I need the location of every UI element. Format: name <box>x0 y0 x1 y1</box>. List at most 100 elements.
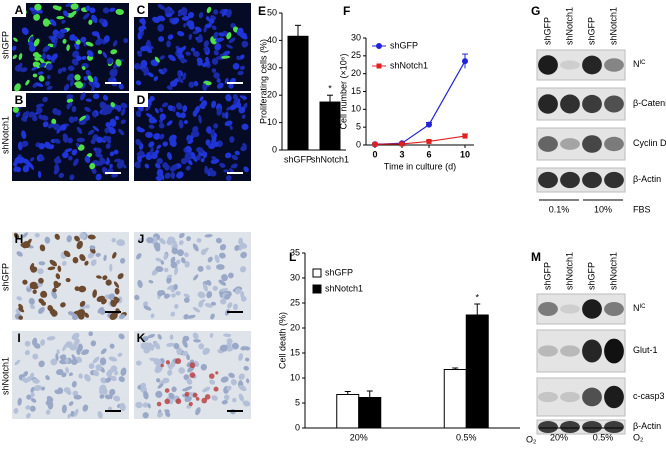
nucleus <box>190 47 195 52</box>
stain-dot <box>213 386 219 392</box>
y-tick-label: 0 <box>272 144 277 154</box>
micrograph: C <box>133 3 251 92</box>
nucleus <box>13 232 20 240</box>
nucleus <box>214 43 222 51</box>
y-tick-label: 20 <box>290 322 300 332</box>
stain-dot <box>201 397 208 404</box>
stain-dot <box>164 388 170 393</box>
nucleus <box>170 171 175 180</box>
nucleus <box>105 279 112 286</box>
micrograph: J <box>134 232 251 320</box>
nucleus <box>28 111 34 118</box>
bar <box>287 35 309 151</box>
nucleus <box>174 266 179 276</box>
nucleus <box>235 288 241 295</box>
nucleus <box>114 371 119 376</box>
nucleus <box>42 121 49 128</box>
nucleus <box>67 155 73 161</box>
nucleus <box>40 115 49 121</box>
band-label: NIC <box>633 59 646 69</box>
nucleus <box>149 147 154 156</box>
nucleus <box>138 238 144 242</box>
stain-dot <box>160 363 164 368</box>
nucleus <box>105 105 113 112</box>
nucleus <box>104 127 109 134</box>
nucleus <box>84 155 91 164</box>
band-label: Cyclin D1 <box>633 138 666 148</box>
nucleus <box>71 332 80 340</box>
nucleus <box>21 376 28 383</box>
micrograph: I <box>12 331 129 419</box>
nucleus <box>85 69 91 76</box>
nucleus <box>81 349 90 356</box>
nucleus <box>107 126 116 135</box>
nucleus <box>30 386 35 393</box>
nucleus <box>78 373 83 379</box>
band <box>582 421 602 433</box>
nucleus <box>213 9 219 15</box>
nucleus <box>70 412 75 417</box>
panel-label: E <box>258 4 266 18</box>
nucleus <box>53 29 58 34</box>
nucleus <box>184 396 192 403</box>
nucleus <box>54 138 61 144</box>
nucleus <box>243 166 249 173</box>
nucleus <box>41 52 46 61</box>
nucleus <box>85 98 92 102</box>
nucleus <box>193 80 199 87</box>
nucleus <box>167 236 176 244</box>
panel-label: H <box>15 232 24 246</box>
nucleus <box>184 261 190 268</box>
nucleus <box>110 375 117 382</box>
nucleus <box>226 106 231 111</box>
nucleus <box>52 288 57 293</box>
nucleus <box>66 44 70 52</box>
nucleus <box>155 176 162 182</box>
nucleus <box>224 152 232 159</box>
nucleus <box>204 303 213 308</box>
nucleus <box>176 31 185 37</box>
nucleus <box>159 172 165 181</box>
y-tick-label: 40 <box>267 35 277 45</box>
nucleus <box>109 312 118 321</box>
stain-dot <box>215 371 219 375</box>
label-bg <box>134 3 148 17</box>
nucleus <box>32 61 42 69</box>
bar <box>465 314 489 429</box>
nucleus <box>198 114 202 124</box>
nucleus <box>180 112 186 119</box>
nucleus <box>154 149 159 155</box>
nucleus <box>60 302 66 308</box>
nucleus <box>37 170 42 179</box>
nucleus <box>166 152 172 160</box>
nucleus <box>185 145 192 153</box>
nucleus <box>39 244 46 252</box>
nucleus <box>156 144 162 150</box>
nucleus <box>68 116 75 124</box>
nucleus <box>157 383 164 389</box>
nucleus <box>223 394 230 401</box>
nucleus <box>136 253 142 260</box>
nucleus <box>239 65 245 71</box>
legend-label: shNotch1 <box>390 60 428 70</box>
nucleus <box>91 14 98 24</box>
nucleus <box>192 110 198 117</box>
nucleus <box>166 40 171 48</box>
nucleus <box>142 66 149 74</box>
nucleus <box>120 102 128 109</box>
nucleus <box>228 272 234 279</box>
nucleus <box>24 241 31 248</box>
nucleus <box>40 290 47 298</box>
nucleus <box>148 280 154 284</box>
panel-label: J <box>138 232 145 246</box>
y-tick-label: 10 <box>267 117 277 127</box>
nucleus <box>73 338 80 346</box>
nucleus <box>197 60 204 66</box>
lane-label: shNotch1 <box>564 252 574 290</box>
nucleus <box>222 50 231 56</box>
band <box>604 95 624 113</box>
nucleus <box>175 111 181 118</box>
nucleus <box>143 305 152 311</box>
nucleus <box>150 344 155 351</box>
nucleus <box>218 279 227 286</box>
